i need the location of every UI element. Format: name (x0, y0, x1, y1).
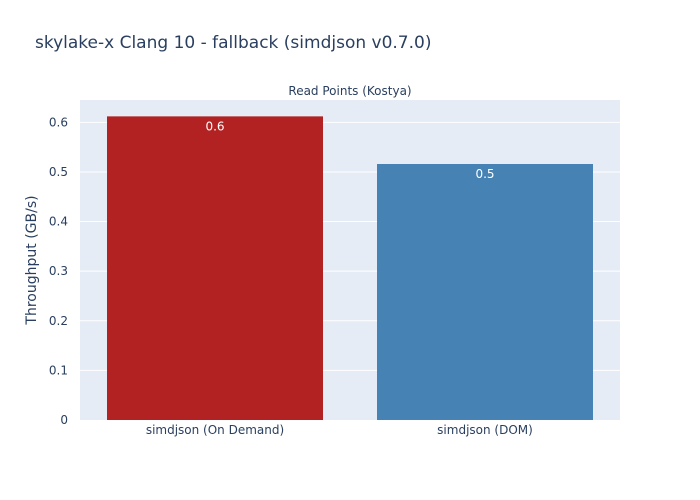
y-tick-label: 0.6 (49, 115, 68, 129)
y-tick-label: 0.5 (49, 165, 68, 179)
bars: 0.6 0.5 (107, 116, 593, 420)
y-axis-ticks: 0 0.1 0.2 0.3 0.4 0.5 0.6 (49, 115, 68, 427)
y-axis-title: Throughput (GB/s) (24, 195, 40, 325)
chart-title: skylake-x Clang 10 - fallback (simdjson … (35, 33, 432, 53)
y-tick-label: 0 (60, 413, 68, 427)
bar (107, 116, 323, 420)
bar (377, 164, 593, 420)
x-axis-ticks: simdjson (On Demand) simdjson (DOM) (146, 423, 533, 437)
y-tick-label: 0.2 (49, 314, 68, 328)
y-tick-label: 0.3 (49, 264, 68, 278)
bar-value-label: 0.5 (475, 167, 494, 181)
chart-subtitle: Read Points (Kostya) (288, 84, 411, 98)
x-tick-label: simdjson (On Demand) (146, 423, 284, 437)
x-tick-label: simdjson (DOM) (437, 423, 533, 437)
y-tick-label: 0.1 (49, 363, 68, 377)
y-tick-label: 0.4 (49, 215, 68, 229)
bar-value-label: 0.6 (205, 119, 224, 133)
